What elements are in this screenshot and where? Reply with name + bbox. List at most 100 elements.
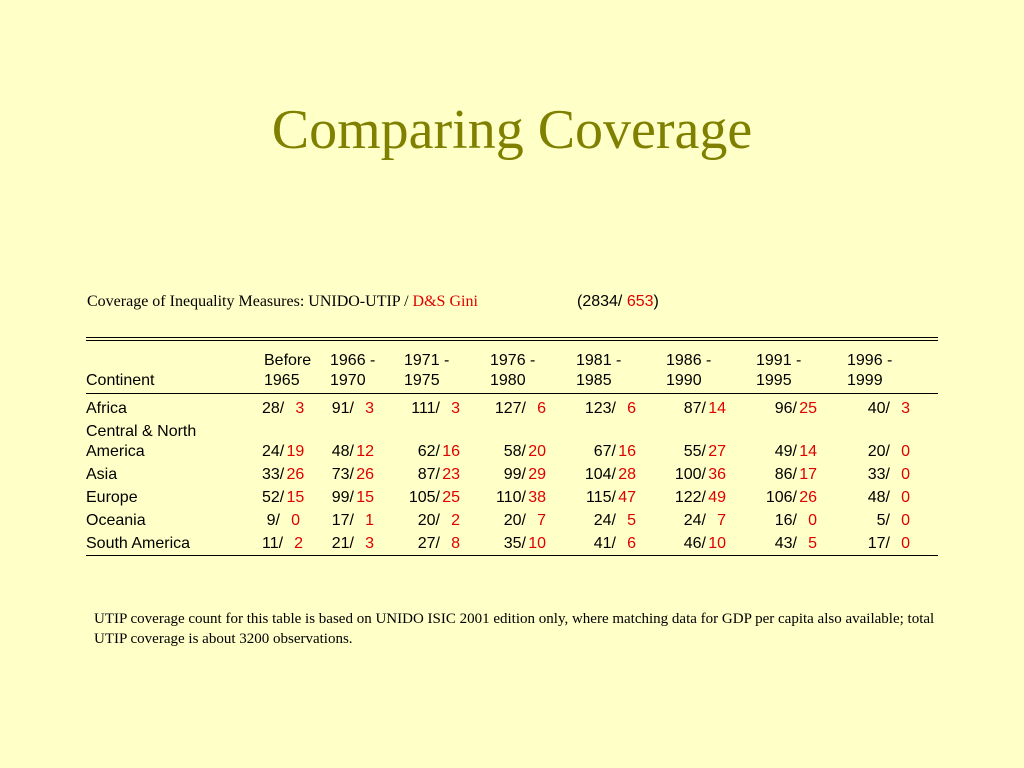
table-header-row: Continent Before 1965 1966 -1970 1971 -1975 1…: [86, 341, 938, 394]
continent-name: South America: [86, 533, 262, 556]
utip-count: 27/: [417, 535, 440, 552]
dsgini-count: 10: [708, 535, 726, 552]
utip-count: 110/: [496, 489, 526, 506]
footnote: UTIP coverage count for this table is ba…: [94, 611, 935, 647]
table-row: Oceania 9/0 17/1 20/2 20/7 24/5 24/7 16/0 5/0: [86, 510, 938, 533]
continent-name: Central & North America: [86, 421, 262, 464]
coverage-cell: 5/0: [845, 510, 938, 533]
caption-total-close: ): [653, 293, 659, 310]
coverage-cell: 24/7: [664, 510, 754, 533]
coverage-cell: 55/27: [664, 421, 754, 464]
dsgini-count: 20: [528, 443, 546, 460]
coverage-cell: 20/2: [402, 510, 488, 533]
utip-count: 20/: [503, 512, 526, 529]
utip-count: 24/: [593, 512, 616, 529]
dsgini-count: 5: [627, 512, 636, 529]
coverage-cell: 21/3: [328, 533, 402, 556]
coverage-cell: 24/19: [262, 421, 328, 464]
utip-count: 96/: [774, 400, 797, 417]
utip-count: 87/: [683, 400, 706, 417]
dsgini-count: 1: [365, 512, 374, 529]
continent-name: Oceania: [86, 510, 262, 533]
continent-name-line-1: South America: [86, 535, 191, 552]
utip-count: 17/: [867, 535, 890, 552]
header-line-2: 1999: [847, 372, 883, 389]
dsgini-count: 25: [799, 400, 817, 417]
coverage-cell: 58/20: [488, 421, 574, 464]
dsgini-count: 29: [528, 466, 546, 483]
coverage-cell: 33/26: [262, 464, 328, 487]
coverage-cell: 24/5: [574, 510, 664, 533]
table-caption: Coverage of Inequality Measures: UNIDO-U…: [87, 293, 659, 311]
coverage-cell: 17/0: [845, 533, 938, 556]
utip-count: 49/: [774, 443, 797, 460]
header-period: 1996 - 1999: [845, 341, 938, 394]
dsgini-count: 6: [537, 400, 546, 417]
dsgini-count: 16: [442, 443, 460, 460]
utip-count: 24/: [262, 443, 285, 460]
dsgini-count: 3: [901, 400, 910, 417]
coverage-cell: 49/14: [754, 421, 845, 464]
dsgini-count: 0: [901, 443, 910, 460]
dsgini-count: 26: [286, 466, 305, 483]
coverage-cell: 122/49: [664, 487, 754, 510]
dsgini-count: 7: [717, 512, 726, 529]
continent-name-line-1: Europe: [86, 489, 138, 506]
coverage-cell: 123/6: [574, 394, 664, 422]
header-line-2: 1970: [330, 372, 366, 389]
coverage-cell: 110/38: [488, 487, 574, 510]
caption-total-open: (2834/: [577, 293, 627, 310]
caption-prefix: Coverage of Inequality Measures: UNIDO-U…: [87, 293, 413, 310]
dsgini-count: 36: [708, 466, 726, 483]
header-line-2: 1995: [756, 372, 792, 389]
coverage-cell: 16/0: [754, 510, 845, 533]
header-line-1: Before: [264, 352, 312, 369]
dsgini-count: 0: [808, 512, 817, 529]
dsgini-count: 28: [618, 466, 636, 483]
header-line-1: 1971 -: [404, 352, 450, 369]
utip-count: 122/: [674, 489, 706, 506]
header-line-1: 1991 -: [756, 352, 802, 369]
utip-count: 40/: [867, 400, 890, 417]
dsgini-count: 15: [286, 489, 305, 506]
utip-count: 67/: [593, 443, 616, 460]
continent-name-line-1: Oceania: [86, 512, 146, 529]
dsgini-count: 16: [618, 443, 636, 460]
utip-count: 127/: [494, 400, 526, 417]
dsgini-count: 10: [528, 535, 546, 552]
utip-count: 99/: [503, 466, 526, 483]
header-line-1: 1996 -: [847, 352, 893, 369]
coverage-cell: 67/16: [574, 421, 664, 464]
coverage-cell: 46/10: [664, 533, 754, 556]
coverage-cell: 33/0: [845, 464, 938, 487]
utip-count: 24/: [683, 512, 706, 529]
continent-name-line-2: America: [86, 443, 145, 460]
dsgini-count: 26: [799, 489, 817, 506]
coverage-table: Continent Before 1965 1966 -1970 1971 -1975 1…: [86, 341, 938, 556]
table-row: Asia 33/26 73/26 87/23 99/29 104/28 100/36 86/1…: [86, 464, 938, 487]
coverage-cell: 96/25: [754, 394, 845, 422]
coverage-cell: 87/14: [664, 394, 754, 422]
dsgini-count: 0: [901, 512, 910, 529]
header-line-2: 1990: [666, 372, 702, 389]
dsgini-count: 14: [708, 400, 726, 417]
coverage-cell: 40/3: [845, 394, 938, 422]
slide-title: Comparing Coverage: [271, 99, 753, 161]
coverage-cell: 17/1: [328, 510, 402, 533]
continent-name: Asia: [86, 464, 262, 487]
dsgini-count: 14: [799, 443, 817, 460]
utip-count: 11/: [262, 535, 284, 552]
utip-count: 86/: [774, 466, 797, 483]
dsgini-count: 8: [451, 535, 460, 552]
coverage-table-container: Continent Before 1965 1966 -1970 1971 -1975 1…: [86, 337, 938, 556]
continent-name-line-1: Central & North: [86, 423, 197, 440]
dsgini-count: 7: [537, 512, 546, 529]
dsgini-count: 25: [442, 489, 460, 506]
header-period: 1981 - 1985: [574, 341, 664, 394]
coverage-cell: 28/3: [262, 394, 328, 422]
utip-count: 5/: [876, 512, 890, 529]
dsgini-count: 49: [708, 489, 726, 506]
table-row: South America 11/2 21/3 27/8 35/10 41/6 46/10 4…: [86, 533, 938, 556]
utip-count: 62/: [417, 443, 440, 460]
coverage-cell: 99/15: [328, 487, 402, 510]
